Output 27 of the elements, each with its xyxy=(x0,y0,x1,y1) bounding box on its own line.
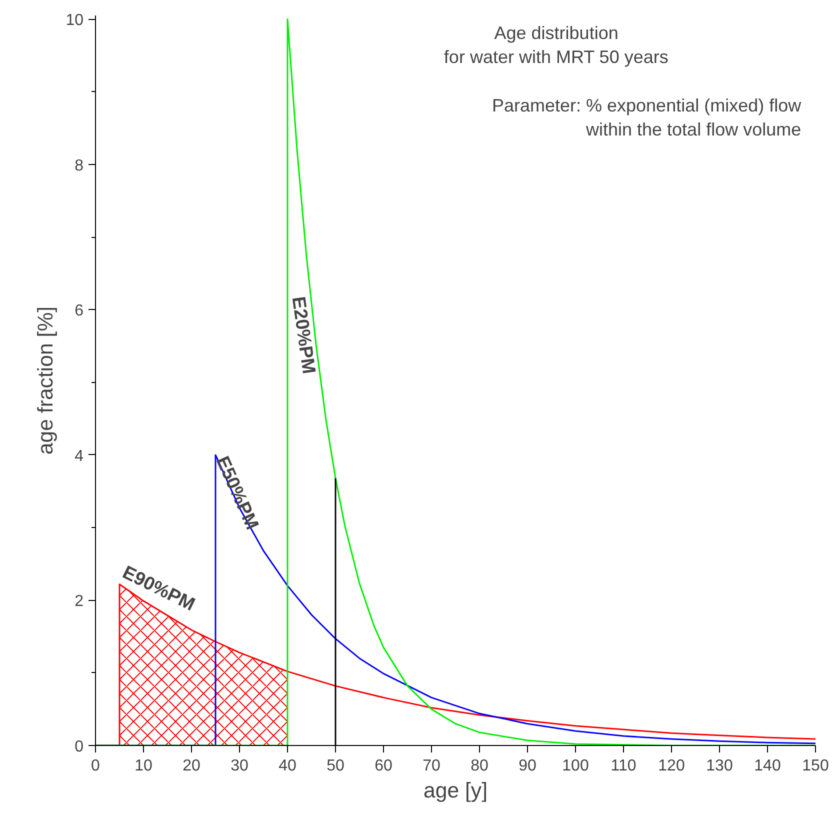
x-tick-label: 130 xyxy=(706,758,733,774)
x-axis-title: age [y] xyxy=(423,778,488,802)
x-tick-label: 140 xyxy=(754,758,781,774)
x-tick-label: 50 xyxy=(326,758,344,774)
y-tick-label: 4 xyxy=(74,448,84,465)
y-tick-label: 0 xyxy=(74,738,84,756)
x-tick-label: 0 xyxy=(91,758,100,774)
x-tick-label: 90 xyxy=(518,758,536,774)
x-tick-label: 70 xyxy=(422,758,440,774)
x-tick-label: 120 xyxy=(658,758,685,774)
x-tick-label: 60 xyxy=(374,758,392,774)
x-tick-label: 80 xyxy=(470,758,488,774)
x-tick-label: 20 xyxy=(182,758,200,774)
annotation: E20%PM xyxy=(288,295,320,376)
x-tick-label: 110 xyxy=(610,758,636,774)
y-tick-label: 6 xyxy=(74,302,84,320)
text: Parameter: % exponential (mixed) flow within the total flow volume xyxy=(492,95,802,140)
text: Age distribution for water with MRT 50 years xyxy=(444,22,668,67)
y-tick-label: 8 xyxy=(74,157,84,174)
y-tick-label: 10 xyxy=(66,12,84,30)
x-tick-label: 10 xyxy=(134,758,152,774)
y-tick-label: 2 xyxy=(74,593,84,610)
x-tick-label: 100 xyxy=(562,758,589,774)
x-tick-label: 30 xyxy=(230,758,248,774)
x-tick-label: 150 xyxy=(802,758,829,774)
y-axis-title: age fraction [%] xyxy=(34,306,58,455)
x-tick-label: 40 xyxy=(278,758,296,774)
